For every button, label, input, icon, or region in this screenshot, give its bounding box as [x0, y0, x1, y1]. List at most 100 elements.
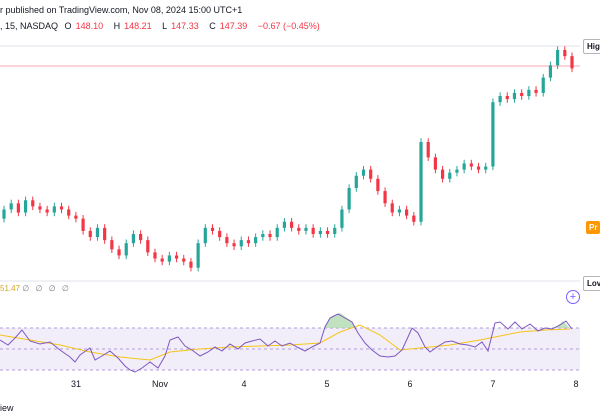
candlestick-series — [2, 46, 574, 272]
chart-header: r published on TradingView.com, Nov 08, … — [0, 0, 600, 36]
candle-body — [556, 50, 560, 66]
candle-body — [520, 92, 524, 96]
rsi-line — [0, 313, 573, 373]
candle-body — [354, 175, 358, 188]
candle-body — [23, 200, 28, 213]
candle-body — [469, 163, 473, 167]
candle-body — [448, 172, 452, 179]
x-tick-label: 4 — [241, 379, 247, 389]
candle-body — [203, 227, 207, 244]
candle-body — [347, 188, 351, 210]
candle-body — [405, 209, 409, 216]
candle-body — [311, 227, 315, 234]
high-label: H — [113, 21, 121, 31]
candle-body — [570, 56, 574, 69]
candle-body — [548, 65, 553, 78]
candle-body — [246, 240, 251, 244]
x-axis: 31 Nov 4 5 6 7 8 — [0, 379, 600, 393]
candle-body — [189, 261, 193, 268]
candle-body — [433, 157, 437, 170]
candle-body — [455, 169, 459, 173]
candle-body — [160, 258, 164, 262]
symbol-info[interactable]: , 15, NASDAQ — [0, 21, 59, 31]
low-label-tag: Lov — [583, 276, 600, 291]
candle-body — [196, 243, 200, 268]
candle-body — [16, 203, 20, 213]
candle-body — [59, 206, 64, 210]
candle-body — [210, 227, 215, 231]
candle-body — [95, 227, 100, 238]
high-value: 148.21 — [124, 21, 152, 31]
candle-body — [174, 255, 179, 259]
candle-body — [38, 206, 42, 210]
candle-body — [239, 240, 243, 247]
open-label: O — [64, 21, 72, 31]
candle-body — [182, 258, 186, 262]
candle-body — [541, 77, 545, 93]
open-value: 148.10 — [75, 21, 104, 31]
candle-body — [282, 221, 287, 228]
candle-body — [74, 215, 78, 219]
rsi-legend: 51.47 ∅ ∅ ∅ ∅ — [0, 284, 71, 293]
candle-body — [81, 218, 85, 231]
candle-body — [153, 252, 157, 259]
candle-body — [218, 230, 222, 238]
candle-body — [426, 142, 430, 158]
candle-body — [52, 206, 56, 213]
candle-body — [498, 96, 502, 103]
pre-market-tag: Pr — [586, 221, 600, 234]
candle-body — [369, 169, 373, 179]
candle-body — [304, 227, 308, 231]
candle-body — [376, 178, 380, 192]
candle-body — [117, 249, 121, 256]
x-tick-label: Nov — [151, 379, 169, 389]
candle-body — [45, 209, 49, 213]
candle-body — [146, 240, 150, 253]
candle-body — [383, 191, 387, 204]
candle-body — [139, 234, 143, 241]
candle-body — [484, 166, 488, 170]
candle-body — [412, 215, 416, 222]
close-label: C — [209, 21, 216, 31]
plus-circle-icon[interactable]: + — [566, 290, 580, 304]
candle-body — [110, 240, 114, 250]
candle-body — [268, 234, 272, 238]
rsi-overbought-fill-2 — [555, 321, 570, 328]
x-tick-label: 7 — [490, 379, 496, 389]
candle-body — [225, 237, 229, 244]
candle-body — [2, 209, 6, 219]
candle-body — [340, 209, 344, 228]
candle-body — [289, 221, 294, 228]
candle-body — [275, 227, 279, 238]
candle-body — [440, 169, 445, 179]
candle-body — [103, 227, 107, 241]
rsi-value: 51.47 — [0, 284, 21, 293]
candle-body — [167, 255, 171, 262]
low-value: 147.33 — [171, 21, 199, 31]
candle-body — [318, 230, 322, 234]
candle-body — [462, 163, 466, 170]
x-tick-label: 6 — [407, 379, 413, 389]
candle-body — [88, 230, 92, 238]
price-chart[interactable] — [0, 0, 580, 375]
candle-body — [476, 166, 481, 170]
publisher-note: r published on TradingView.com, Nov 08, … — [0, 5, 243, 15]
change-value: −0.67 (−0.45%) — [257, 21, 320, 31]
candle-body — [261, 234, 265, 238]
candle-body — [419, 142, 423, 222]
x-tick-label: 8 — [573, 379, 579, 389]
candle-body — [67, 209, 71, 216]
x-tick-label: 31 — [70, 379, 82, 389]
candle-body — [534, 89, 538, 93]
candle-body — [9, 203, 13, 210]
candle-body — [397, 209, 402, 213]
candle-body — [131, 234, 136, 244]
low-label: L — [162, 21, 168, 31]
candle-body — [361, 169, 366, 176]
candle-body — [325, 230, 330, 234]
candle-body — [527, 89, 531, 96]
candle-body — [491, 102, 495, 167]
x-tick-label: 5 — [324, 379, 330, 389]
candle-body — [563, 50, 567, 57]
close-value: 147.39 — [219, 21, 248, 31]
